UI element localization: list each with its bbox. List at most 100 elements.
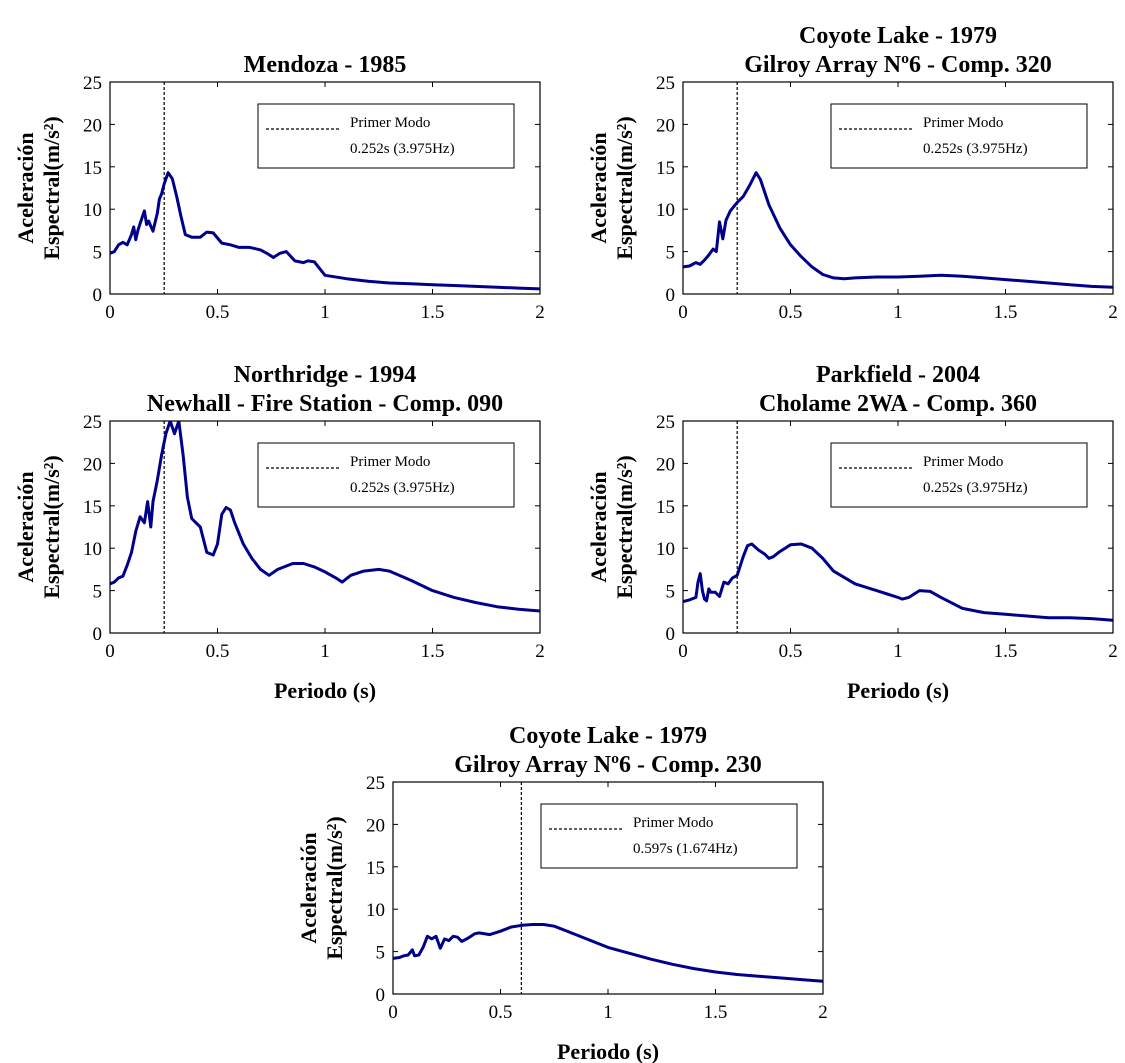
y-axis-label: Espectral(m/s²) [39, 116, 64, 259]
y-tick-label: 5 [93, 243, 103, 264]
chart-title-line: Gilroy Array Nº6 - Comp. 320 [744, 52, 1051, 78]
legend-box [257, 103, 515, 169]
x-tick-label: 0.5 [779, 302, 803, 323]
y-tick-label: 15 [366, 858, 385, 879]
y-tick-label: 25 [656, 73, 675, 94]
y-tick-label: 20 [83, 115, 102, 136]
y-tick-label: 0 [666, 624, 676, 645]
y-tick-label: 25 [366, 773, 385, 794]
chart-panel-3: Northridge - 1994 Newhall - Fire Station … [13, 362, 545, 703]
chart-title-line: Mendoza - 1985 [244, 52, 407, 78]
legend-box [257, 442, 515, 508]
axes-box [392, 781, 824, 995]
legend-label-line2: 0.597s (1.674Hz) [633, 841, 738, 857]
chart-title-line: Gilroy Array Nº6 - Comp. 230 [454, 752, 761, 778]
x-tick-label: 1 [320, 302, 330, 323]
y-axis-label: Aceleración [586, 471, 611, 582]
y-tick-label: 0 [93, 624, 103, 645]
y-tick-label: 10 [366, 900, 385, 921]
y-tick-label: 10 [656, 539, 675, 560]
x-tick-label: 1.5 [421, 302, 445, 323]
legend: Primer Modo 0.252s (3.975Hz) [257, 442, 515, 508]
x-tick-label: 0 [678, 302, 688, 323]
y-axis-label: Espectral(m/s²) [612, 455, 637, 598]
x-tick-label: 2 [1108, 302, 1118, 323]
y-tick-label: 5 [376, 943, 386, 964]
y-axis-label: Aceleración [586, 132, 611, 243]
y-tick-label: 15 [656, 497, 675, 518]
spectrum-line [683, 542, 1113, 622]
legend-box [830, 103, 1088, 169]
y-axis-label: Aceleración [13, 471, 38, 582]
x-tick-label: 1 [893, 641, 903, 662]
x-tick-label: 0.5 [206, 302, 230, 323]
x-tick-label: 1 [320, 641, 330, 662]
y-axis-label: Aceleración [296, 832, 321, 943]
x-tick-label: 1.5 [704, 1002, 728, 1023]
x-tick-label: 0.5 [489, 1002, 513, 1023]
y-tick-label: 25 [83, 73, 102, 94]
y-tick-label: 10 [83, 539, 102, 560]
legend-label-line2: 0.252s (3.975Hz) [923, 480, 1028, 496]
y-tick-label: 0 [376, 985, 386, 1006]
chart-title-line: Cholame 2WA - Comp. 360 [759, 391, 1037, 417]
axes-box [109, 420, 541, 634]
y-tick-label: 15 [83, 497, 102, 518]
chart-panel-4: Parkfield - 2004 Cholame 2WA - Comp. 360 A… [586, 362, 1118, 703]
y-tick-label: 5 [666, 243, 676, 264]
legend-label-line1: Primer Modo [923, 454, 1003, 470]
y-tick-label: 0 [93, 285, 103, 306]
chart-title-line: Coyote Lake - 1979 [509, 723, 707, 749]
x-tick-label: 2 [535, 302, 545, 323]
x-tick-label: 1.5 [421, 641, 445, 662]
spectrum-line [110, 171, 540, 291]
spectrum-line [393, 923, 823, 983]
axes-box [682, 420, 1114, 634]
x-tick-label: 0.5 [206, 641, 230, 662]
axes-box [682, 81, 1114, 295]
legend-label-line1: Primer Modo [350, 454, 430, 470]
x-tick-label: 1 [893, 302, 903, 323]
y-axis-label: Espectral(m/s²) [39, 455, 64, 598]
y-tick-label: 5 [666, 582, 676, 603]
legend: Primer Modo 0.597s (1.674Hz) [540, 803, 798, 869]
chart-title-line: Parkfield - 2004 [816, 362, 980, 388]
chart-panel-5: Coyote Lake - 1979 Gilroy Array Nº6 - Com… [296, 723, 828, 1063]
x-tick-label: 2 [535, 641, 545, 662]
axes-box [109, 81, 541, 295]
legend: Primer Modo 0.252s (3.975Hz) [257, 103, 515, 169]
legend-label-line1: Primer Modo [633, 815, 713, 831]
x-tick-label: 2 [818, 1002, 828, 1023]
y-tick-label: 25 [83, 412, 102, 433]
y-tick-label: 20 [656, 115, 675, 136]
y-tick-label: 15 [83, 158, 102, 179]
legend-label-line1: Primer Modo [350, 115, 430, 131]
x-tick-label: 2 [1108, 641, 1118, 662]
x-tick-label: 1.5 [994, 302, 1018, 323]
x-tick-label: 0 [388, 1002, 398, 1023]
x-tick-label: 0 [105, 302, 115, 323]
y-tick-label: 20 [83, 454, 102, 475]
legend: Primer Modo 0.252s (3.975Hz) [830, 103, 1088, 169]
x-tick-label: 1.5 [994, 641, 1018, 662]
chart-title-line: Newhall - Fire Station - Comp. 090 [147, 391, 503, 417]
chart-title-line: Coyote Lake - 1979 [799, 23, 997, 49]
legend-label-line2: 0.252s (3.975Hz) [923, 141, 1028, 157]
y-tick-label: 20 [656, 454, 675, 475]
legend-box [540, 803, 798, 869]
y-tick-label: 5 [93, 582, 103, 603]
y-axis-label: Aceleración [13, 132, 38, 243]
spectrum-line [683, 171, 1113, 289]
x-tick-label: 1 [603, 1002, 613, 1023]
y-tick-label: 10 [656, 200, 675, 221]
y-tick-label: 15 [656, 158, 675, 179]
x-tick-label: 0 [105, 641, 115, 662]
y-tick-label: 20 [366, 815, 385, 836]
x-axis-label: Periodo (s) [557, 1039, 659, 1063]
x-axis-label: Periodo (s) [847, 678, 949, 703]
legend-box [830, 442, 1088, 508]
x-tick-label: 0.5 [779, 641, 803, 662]
x-axis-label: Periodo (s) [274, 678, 376, 703]
y-tick-label: 0 [666, 285, 676, 306]
